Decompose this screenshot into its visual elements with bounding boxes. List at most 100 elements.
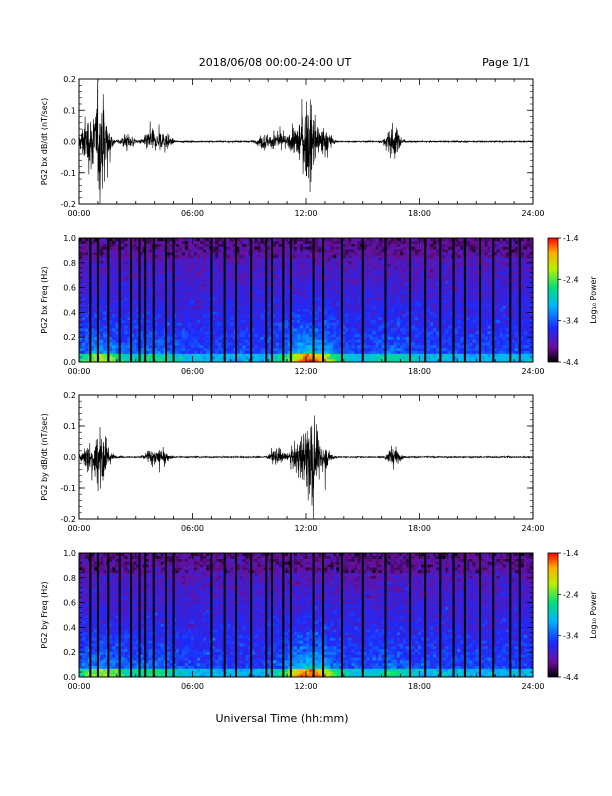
- spectrogram-cell: [245, 351, 248, 354]
- spectrogram-cell: [133, 334, 136, 337]
- spectrogram-cell: [245, 306, 248, 309]
- spectrogram-cell: [258, 269, 261, 272]
- spectrogram-cell: [109, 317, 112, 320]
- spectrogram-cell: [109, 277, 112, 280]
- spectrogram-cell: [279, 334, 282, 337]
- spectrogram-cell: [161, 280, 164, 283]
- spectrogram-cell: [279, 261, 282, 264]
- spectrogram-cell: [370, 277, 373, 280]
- spectrogram-cell: [239, 306, 242, 309]
- spectrogram-cell: [391, 351, 394, 354]
- spectrogram-cell: [203, 289, 206, 292]
- spectrogram-cell: [348, 269, 351, 272]
- spectrogram-cell: [176, 263, 179, 266]
- spectrogram-cell: [85, 300, 88, 303]
- spectrogram-cell: [330, 292, 333, 295]
- spectrogram-cell: [194, 266, 197, 269]
- spectrogram-cell: [327, 286, 330, 289]
- spectrogram-cell: [191, 286, 194, 289]
- spectrogram-cell: [364, 320, 367, 323]
- spectrogram-cell: [285, 266, 288, 269]
- spectrogram-cell: [345, 263, 348, 266]
- spectrogram-cell: [179, 275, 182, 278]
- spectrogram-cell: [158, 286, 161, 289]
- spectrogram-cell: [255, 311, 258, 314]
- spectrogram-cell: [318, 300, 321, 303]
- spectrogram-cell: [161, 308, 164, 311]
- spectrogram-cell: [285, 339, 288, 342]
- spectrogram-cell: [318, 345, 321, 348]
- spectrogram-cell: [315, 308, 318, 311]
- spectrogram-cell: [379, 277, 382, 280]
- spectrogram-cell: [348, 252, 351, 255]
- spectrogram-cell: [261, 328, 264, 331]
- spectrogram-cell: [200, 311, 203, 314]
- spectrogram-cell: [285, 241, 288, 244]
- spectrogram-cell: [239, 342, 242, 345]
- spectrogram-cell: [182, 337, 185, 340]
- spectrogram-cell: [176, 280, 179, 283]
- spectrogram-cell: [403, 258, 406, 261]
- spectrogram-cell: [124, 277, 127, 280]
- spectrogram-cell: [100, 323, 103, 326]
- spectrogram-cell: [279, 348, 282, 351]
- spectrogram-cell: [309, 280, 312, 283]
- spectrogram-cell: [215, 345, 218, 348]
- spectrogram-cell: [182, 342, 185, 345]
- spectrogram-cell: [200, 294, 203, 297]
- spectrogram-cell: [100, 275, 103, 278]
- spectrogram-cell: [215, 294, 218, 297]
- spectrogram-cell: [218, 351, 221, 354]
- spectrogram-cell: [124, 289, 127, 292]
- spectrogram-cell: [103, 294, 106, 297]
- spectrogram-cell: [285, 294, 288, 297]
- spectrogram-cell: [91, 306, 94, 309]
- spectrogram-cell: [100, 348, 103, 351]
- spectrogram-cell: [82, 334, 85, 337]
- spectrogram-cell: [406, 325, 409, 328]
- spectrogram-cell: [315, 261, 318, 264]
- spectrogram-cell: [388, 339, 391, 342]
- spectrogram-cell: [227, 354, 230, 357]
- spectrogram-cell: [336, 252, 339, 255]
- spectrogram-cell: [324, 348, 327, 351]
- spectrogram-cell: [309, 249, 312, 252]
- spectrogram-cell: [367, 286, 370, 289]
- spectrogram-cell: [279, 303, 282, 306]
- spectrogram-cell: [403, 351, 406, 354]
- spectrogram-cell: [354, 286, 357, 289]
- spectrogram-cell: [351, 246, 354, 249]
- spectrogram-cell: [376, 269, 379, 272]
- spectrogram-cell: [167, 306, 170, 309]
- spectrogram-cell: [379, 286, 382, 289]
- spectrogram-cell: [133, 269, 136, 272]
- spectrogram-cell: [242, 266, 245, 269]
- spectrogram-cell: [203, 252, 206, 255]
- spectrogram-cell: [206, 258, 209, 261]
- spectrogram-cell: [230, 266, 233, 269]
- spectrogram-cell: [112, 348, 115, 351]
- spectrogram-cell: [379, 348, 382, 351]
- spectrogram-cell: [194, 277, 197, 280]
- spectrogram-cell: [297, 339, 300, 342]
- spectrogram-cell: [400, 263, 403, 266]
- spectrogram-cell: [327, 269, 330, 272]
- spectrogram-cell: [379, 263, 382, 266]
- spectrogram-cell: [155, 241, 158, 244]
- spectrogram-cell: [197, 323, 200, 326]
- spectrogram-cell: [400, 334, 403, 337]
- spectrogram-cell: [306, 345, 309, 348]
- spectrogram-cell: [176, 311, 179, 314]
- spectrogram-cell: [255, 308, 258, 311]
- spectrogram-cell: [373, 354, 376, 357]
- spectrogram-cell: [400, 246, 403, 249]
- spectrogram-cell: [397, 275, 400, 278]
- spectrogram-cell: [182, 277, 185, 280]
- spectrogram-cell: [345, 255, 348, 258]
- spectrogram-cell: [297, 325, 300, 328]
- spectrogram-cell: [133, 255, 136, 258]
- spectrogram-cell: [200, 280, 203, 283]
- spectrogram-cell: [388, 272, 391, 275]
- spectrogram-cell: [391, 261, 394, 264]
- spectrogram-cell: [309, 328, 312, 331]
